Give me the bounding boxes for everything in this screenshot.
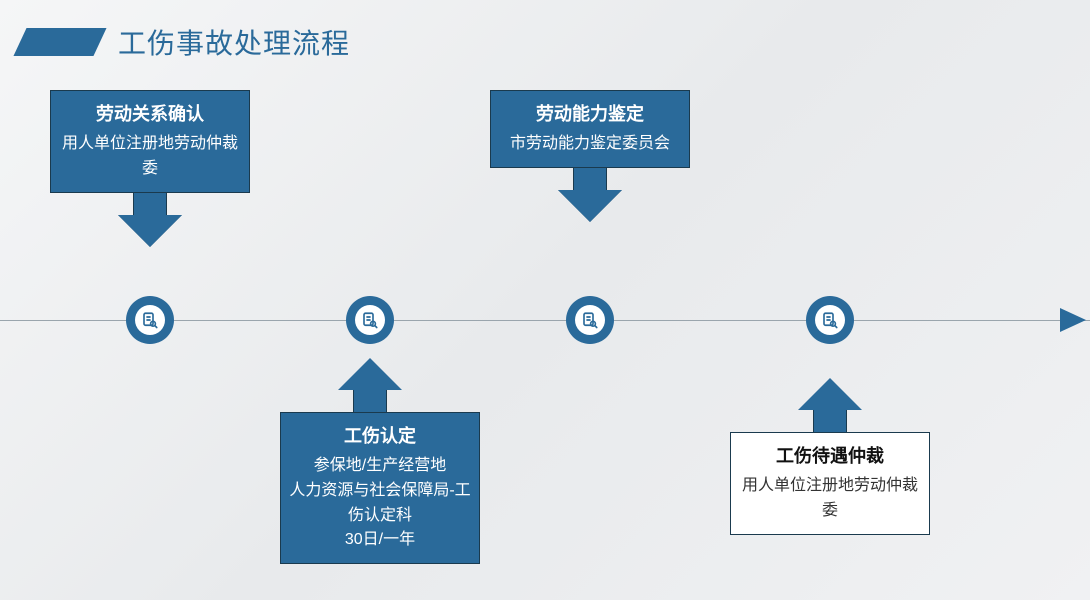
callout-box: 劳动能力鉴定市劳动能力鉴定委员会	[490, 90, 690, 168]
callout-desc: 用人单位注册地劳动仲裁委	[59, 132, 241, 182]
callout-step2: 工伤认定参保地/生产经营地人力资源与社会保障局-工伤认定科30日/一年	[280, 358, 480, 564]
arrow-up-icon	[338, 358, 402, 412]
callout-desc: 参保地/生产经营地人力资源与社会保障局-工伤认定科30日/一年	[289, 454, 471, 553]
document-search-icon	[355, 305, 385, 335]
timeline-end-arrow-icon	[1060, 308, 1086, 332]
header-accent-bar	[13, 28, 106, 56]
callout-title: 劳动关系确认	[59, 101, 241, 128]
callout-desc: 市劳动能力鉴定委员会	[499, 132, 681, 157]
document-search-icon	[815, 305, 845, 335]
callout-desc: 用人单位注册地劳动仲裁委	[739, 474, 921, 524]
timeline-node-3	[566, 296, 614, 344]
arrow-up-icon	[798, 378, 862, 432]
callout-box: 劳动关系确认用人单位注册地劳动仲裁委	[50, 90, 250, 193]
slide-header: 工伤事故处理流程	[20, 22, 350, 62]
timeline-node-2	[346, 296, 394, 344]
callout-step1: 劳动关系确认用人单位注册地劳动仲裁委	[50, 90, 250, 247]
timeline-node-1	[126, 296, 174, 344]
document-search-icon	[575, 305, 605, 335]
callout-title: 工伤待遇仲裁	[739, 443, 921, 470]
callout-box: 工伤认定参保地/生产经营地人力资源与社会保障局-工伤认定科30日/一年	[280, 412, 480, 564]
arrow-down-icon	[118, 193, 182, 247]
callout-title: 工伤认定	[289, 423, 471, 450]
document-search-icon	[135, 305, 165, 335]
callout-step4: 工伤待遇仲裁用人单位注册地劳动仲裁委	[730, 378, 930, 535]
arrow-down-icon	[558, 168, 622, 222]
callout-step3: 劳动能力鉴定市劳动能力鉴定委员会	[490, 90, 690, 222]
callout-title: 劳动能力鉴定	[499, 101, 681, 128]
slide-title: 工伤事故处理流程	[118, 22, 350, 62]
callout-box: 工伤待遇仲裁用人单位注册地劳动仲裁委	[730, 432, 930, 535]
timeline-node-4	[806, 296, 854, 344]
